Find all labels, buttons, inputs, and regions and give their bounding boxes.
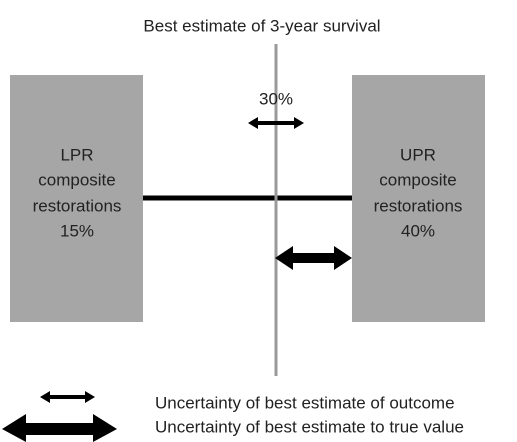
legend-small-arrow: [40, 391, 95, 403]
legend-label: Uncertainty of best estimate of outcome: [155, 393, 455, 412]
right-box: [352, 75, 485, 322]
box-text: restorations: [374, 196, 463, 215]
box-text: composite: [379, 170, 456, 189]
small-arrow: [248, 117, 304, 129]
left-box: [10, 75, 143, 322]
box-text: composite: [38, 170, 115, 189]
legend-big-arrow: [2, 414, 117, 442]
box-text: restorations: [33, 196, 122, 215]
box-text: UPR: [400, 145, 436, 164]
estimate-label: 30%: [259, 89, 293, 108]
box-text: 15%: [60, 221, 94, 240]
title: Best estimate of 3-year survival: [143, 16, 380, 35]
big-arrow: [275, 246, 352, 270]
box-text: 40%: [401, 221, 435, 240]
legend-label: Uncertainty of best estimate to true val…: [155, 417, 464, 436]
box-text: LPR: [60, 145, 93, 164]
